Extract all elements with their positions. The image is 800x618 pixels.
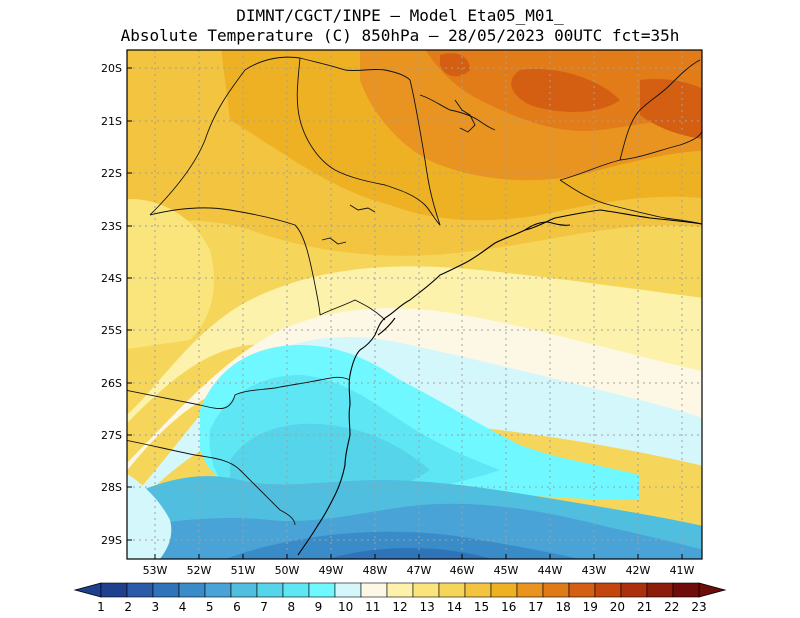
- colorbar-swatch: [282, 582, 310, 598]
- colorbar-label: 19: [583, 600, 598, 614]
- colorbar-swatch: [646, 582, 674, 598]
- map-title-line-2: Absolute Temperature (C) 850hPa – 28/05/…: [120, 26, 680, 45]
- colorbar-swatch: [126, 582, 154, 598]
- colorbar-swatch: [490, 582, 518, 598]
- colorbar-swatch: [100, 582, 128, 598]
- lon-label: 47W: [407, 564, 432, 577]
- colorbar-label: 4: [179, 600, 187, 614]
- lat-label: 26S: [101, 377, 122, 390]
- colorbar: 1 2 3 4 5 6 7 8 9 10 11 12 13 14 15 16 17 18 19 20 21 22 23: [73, 582, 727, 614]
- lat-label: 24S: [101, 272, 122, 285]
- lon-label: 51W: [231, 564, 256, 577]
- colorbar-swatch: [386, 582, 414, 598]
- lon-label: 44W: [538, 564, 563, 577]
- colorbar-swatch: [256, 582, 284, 598]
- colorbar-swatch: [672, 582, 700, 598]
- colorbar-swatch: [620, 582, 648, 598]
- colorbar-swatch: [334, 582, 362, 598]
- colorbar-label: 6: [233, 600, 241, 614]
- colorbar-swatch: [204, 582, 232, 598]
- lon-label: 45W: [494, 564, 519, 577]
- colorbar-swatch: [230, 582, 258, 598]
- colorbar-right-arrow-icon: [698, 582, 727, 598]
- colorbar-label: 5: [206, 600, 214, 614]
- colorbar-label: 20: [610, 600, 625, 614]
- graticule: [127, 50, 702, 559]
- lat-label: 25S: [101, 324, 122, 337]
- colorbar-swatch: [308, 582, 336, 598]
- colorbar-swatch: [152, 582, 180, 598]
- colorbar-label: 8: [287, 600, 295, 614]
- colorbar-label: 2: [124, 600, 132, 614]
- lon-label: 48W: [363, 564, 388, 577]
- colorbar-label: 13: [420, 600, 435, 614]
- colorbar-labels: 1 2 3 4 5 6 7 8 9 10 11 12 13 14 15 16 17 18 19 20 21 22 23: [97, 600, 706, 614]
- colorbar-label: 17: [528, 600, 543, 614]
- colorbar-swatch: [464, 582, 492, 598]
- coastline: [297, 209, 702, 556]
- colorbar-swatch: [438, 582, 466, 598]
- colorbar-swatch: [542, 582, 570, 598]
- colorbar-swatch: [360, 582, 388, 598]
- colorbar-label: 14: [447, 600, 462, 614]
- lon-label: 41W: [670, 564, 695, 577]
- colorbar-swatch: [568, 582, 596, 598]
- latitude-labels: 20S 21S 22S 23S 24S 25S 26S 27S 28S 29S: [101, 62, 122, 547]
- longitude-labels: 53W 52W 51W 50W 49W 48W 47W 46W 45W 44W …: [143, 564, 695, 577]
- lat-label: 28S: [101, 481, 122, 494]
- colorbar-label: 10: [338, 600, 353, 614]
- colorbar-label: 1: [97, 600, 105, 614]
- lon-label: 53W: [143, 564, 168, 577]
- lat-label: 20S: [101, 62, 122, 75]
- state-borders: [127, 56, 702, 526]
- colorbar-label: 9: [315, 600, 323, 614]
- colorbar-swatches: [100, 582, 700, 598]
- colorbar-label: 7: [260, 600, 268, 614]
- colorbar-label: 22: [664, 600, 679, 614]
- map-title-line-1: DIMNT/CGCT/INPE – Model Eta05_M01_: [236, 6, 564, 25]
- lat-label: 27S: [101, 429, 122, 442]
- colorbar-label: 16: [501, 600, 516, 614]
- lat-label: 23S: [101, 220, 122, 233]
- lon-label: 52W: [187, 564, 212, 577]
- colorbar-swatch: [516, 582, 544, 598]
- lon-label: 42W: [626, 564, 651, 577]
- tick-marks: [127, 67, 683, 559]
- colorbar-label: 23: [691, 600, 706, 614]
- colorbar-label: 15: [474, 600, 489, 614]
- lat-label: 29S: [101, 534, 122, 547]
- temperature-field: [127, 50, 702, 559]
- colorbar-label: 18: [555, 600, 570, 614]
- colorbar-swatch: [178, 582, 206, 598]
- colorbar-label: 12: [392, 600, 407, 614]
- colorbar-left-arrow-icon: [73, 582, 102, 598]
- colorbar-label: 3: [152, 600, 160, 614]
- lat-label: 22S: [101, 167, 122, 180]
- colorbar-swatch: [594, 582, 622, 598]
- lat-label: 21S: [101, 115, 122, 128]
- colorbar-label: 21: [637, 600, 652, 614]
- colorbar-swatch: [412, 582, 440, 598]
- lon-label: 49W: [319, 564, 344, 577]
- lon-label: 46W: [450, 564, 475, 577]
- lon-label: 43W: [582, 564, 607, 577]
- colorbar-label: 11: [365, 600, 380, 614]
- map-frame: [126, 49, 703, 560]
- lon-label: 50W: [275, 564, 300, 577]
